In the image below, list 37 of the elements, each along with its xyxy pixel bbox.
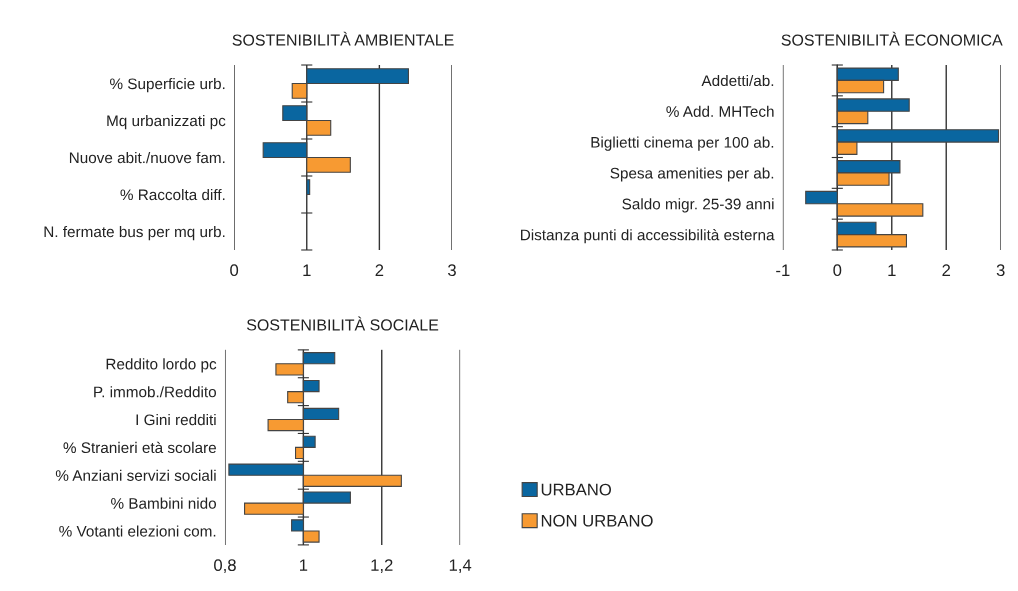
y-tick-label: Saldo migr. 25-39 anni [622,198,774,213]
x-tick-label: -1 [776,264,790,276]
legend-label: NON URBANO [541,514,653,527]
y-tick-label: P. immob./Reddito [94,386,217,398]
x-tick-label: 3 [447,264,456,277]
bar [306,179,311,196]
chart-title: SOSTENIBILITÀ AMBIENTALE [232,31,454,46]
x-tick-label: 3 [996,264,1005,277]
y-tick-label: % Add. MHTech [666,105,774,117]
chart-title: SOSTENIBILITÀ SOCIALE [246,316,439,331]
y-tick-label: Reddito lordo pc [106,358,217,373]
x-tick-label: 1 [303,264,311,276]
y-tick-label: % Votanti elezioni com. [59,525,216,537]
y-tick-label: % Stranieri età scolare [63,441,216,454]
y-tick-label: N. fermate bus per mq urb. [44,225,225,241]
y-tick-label: I Gini redditi [136,413,216,426]
x-tick-label: 0 [833,264,842,277]
y-tick-label: % Bambini nido [111,497,217,509]
x-tick-label: 1 [300,559,308,571]
y-tick-label: % Raccolta diff. [120,188,225,201]
x-tick-label: 1,2 [371,559,393,573]
y-tick-label: Spesa amenities per ab. [610,167,774,182]
y-tick-label: Addetti/ab. [701,74,774,87]
y-tick-label: % Superficie urb. [110,77,225,93]
x-tick-label: 0 [230,264,239,277]
x-tick-label: 0,8 [214,559,236,573]
y-tick-label: Nuove abit./nuove fam. [69,151,225,164]
y-tick-label: Mq urbanizzati pc [107,114,226,130]
y-tick-label: % Anziani servizi sociali [55,469,216,481]
legend-label: URBANO [541,483,612,496]
x-tick-label: 1,4 [449,559,472,573]
x-tick-label: 1 [888,264,896,276]
y-tick-label: Biglietti cinema per 100 ab. [591,136,774,151]
chart-title: SOSTENIBILITÀ ECONOMICA [781,31,1003,46]
x-tick-label: 2 [375,264,384,276]
y-tick-label: Distanza punti di accessibilità esterna [521,228,775,244]
x-tick-label: 2 [942,264,951,276]
